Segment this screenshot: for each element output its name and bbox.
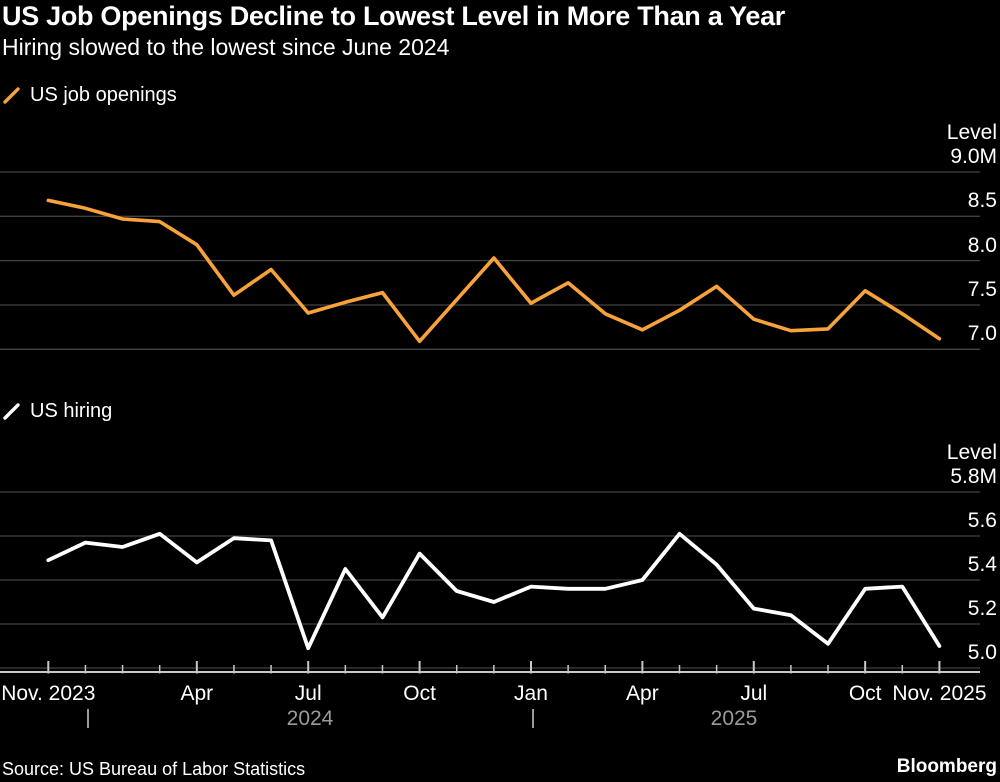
y-axis-title: Level <box>946 121 997 144</box>
x-axis-label: Oct <box>848 682 882 705</box>
y-axis-tick-label: 5.8M <box>950 465 997 488</box>
series-line-us-hiring <box>46 531 942 651</box>
x-axis-label: Jul <box>294 682 322 705</box>
chart-title: US Job Openings Decline to Lowest Level … <box>2 1 785 31</box>
white-slash-icon <box>3 403 20 420</box>
y-axis-tick-label: 5.4 <box>967 553 997 576</box>
legend-job-openings-label: US job openings <box>30 84 177 106</box>
y-axis-tick-label: 8.5 <box>967 189 997 213</box>
x-axis-label: Oct <box>403 682 436 705</box>
y-axis-tick-label: 5.2 <box>967 597 997 620</box>
y-axis-tick-label: 9.0M <box>950 145 997 168</box>
chart-subtitle: Hiring slowed to the lowest since June 2… <box>2 34 450 60</box>
y-axis-title: Level <box>946 441 997 464</box>
y-axis-tick-label: 8.0 <box>967 233 997 257</box>
x-axis-label: Jan <box>514 682 548 705</box>
y-axis-tick-label: 5.6 <box>967 509 997 532</box>
legend-hiring: US hiring <box>2 400 112 423</box>
bloomberg-logo: Bloomberg <box>896 756 997 777</box>
y-axis-tick-label: 7.5 <box>967 277 997 301</box>
x-axis-label: Apr <box>626 682 659 705</box>
x-axis-label: Jul <box>740 682 768 705</box>
orange-slash-icon <box>3 87 20 104</box>
year-divider-tick <box>87 709 89 728</box>
legend-hiring-label: US hiring <box>30 400 113 422</box>
series-line-us-job-openings <box>46 198 942 344</box>
year-divider-tick <box>532 709 534 728</box>
year-label: 2025 <box>710 707 758 730</box>
x-axis-label: Nov. 2023 <box>1 682 96 705</box>
y-axis-tick-label: 7.0 <box>967 322 997 346</box>
x-axis-label: Apr <box>180 682 214 705</box>
source-note: Source: US Bureau of Labor Statistics <box>2 759 306 779</box>
year-label: 2024 <box>286 707 334 730</box>
x-axis-label: Nov. 2025 <box>892 682 987 705</box>
y-axis-tick-label: 5.0 <box>967 641 997 664</box>
legend-job-openings: US job openings <box>2 84 177 107</box>
